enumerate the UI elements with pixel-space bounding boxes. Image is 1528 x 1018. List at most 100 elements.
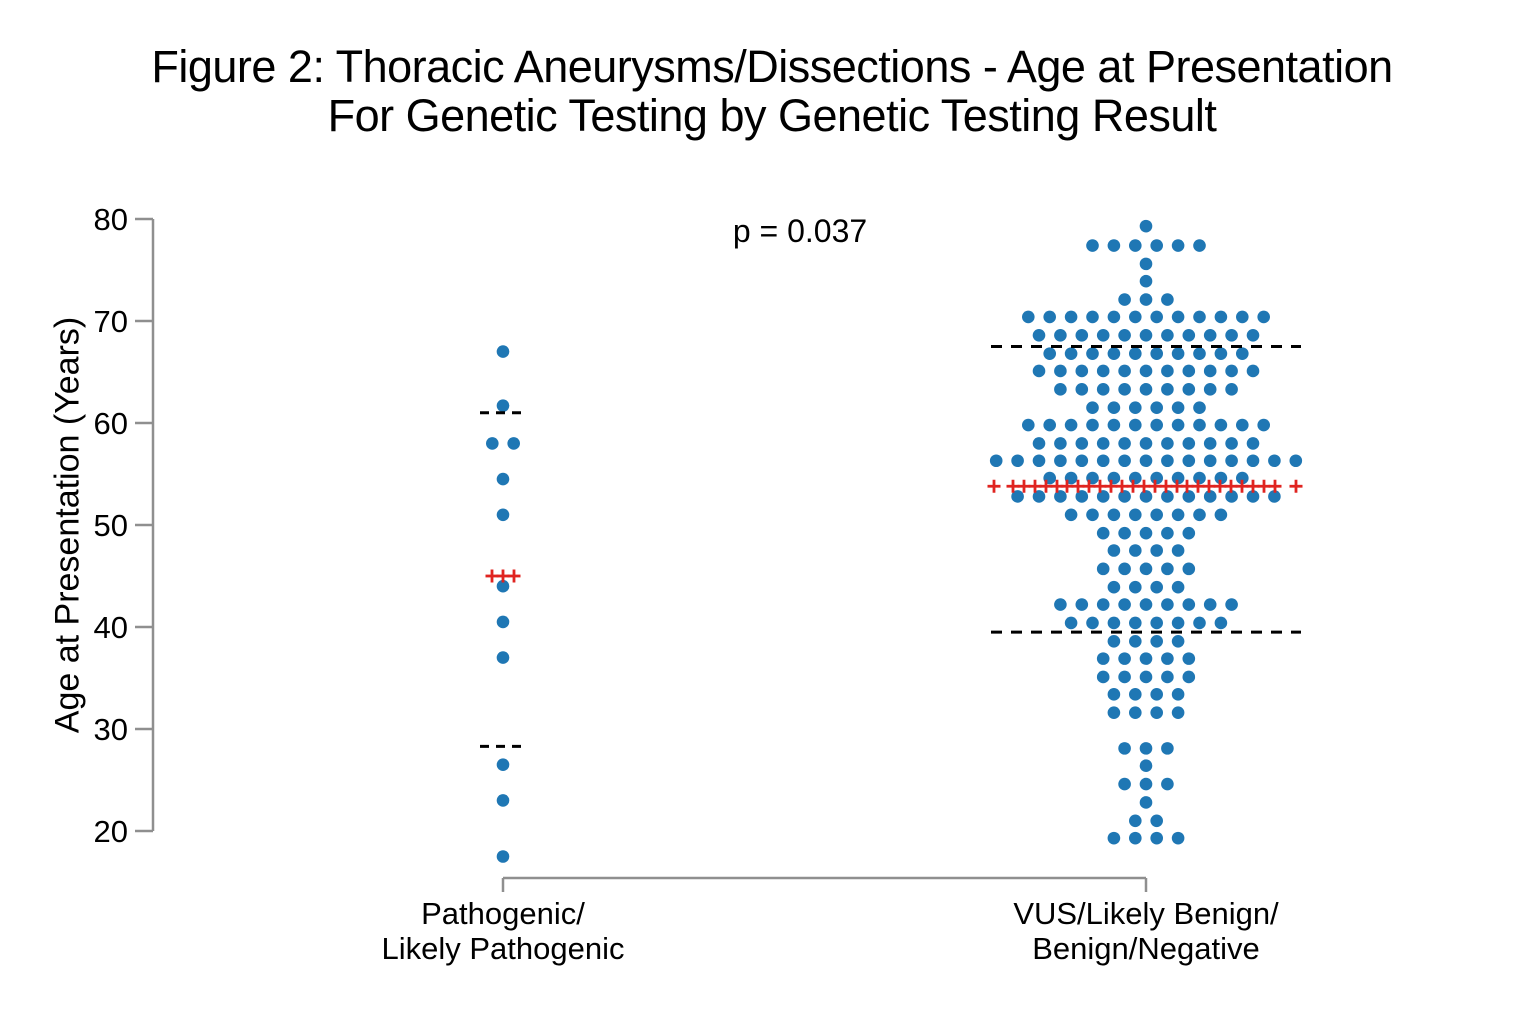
patient-dot: [1171, 688, 1185, 701]
patient-dot: [1236, 418, 1249, 432]
patient-dot: [1118, 670, 1131, 684]
patient-dot: [1086, 310, 1099, 324]
patient-dot: [1193, 310, 1206, 324]
patient-dot: [496, 472, 510, 486]
patient-dot: [1171, 310, 1185, 324]
patient-dot: [1107, 706, 1121, 719]
patient-dot: [1086, 347, 1099, 360]
chart-title-line1: Figure 2: Thoracic Aneurysms/Dissections…: [151, 41, 1393, 92]
patient-dot: [1043, 310, 1056, 324]
patient-dot: [1182, 490, 1196, 503]
patient-dot: [1171, 418, 1185, 432]
patient-dot: [1161, 383, 1174, 396]
patient-dot: [496, 399, 510, 412]
patient-dot: [1129, 814, 1142, 828]
patient-dot: [1150, 239, 1163, 252]
patient-dot: [1086, 508, 1099, 522]
patient-dot: [1193, 239, 1206, 252]
patient-dot: [1118, 454, 1131, 468]
patient-dot: [1203, 328, 1217, 342]
patient-dot: [1118, 293, 1131, 306]
patient-dot: [1214, 418, 1228, 432]
patient-dot: [1225, 490, 1238, 503]
patient-dot: [989, 454, 1003, 468]
patient-dot: [1182, 454, 1196, 468]
patient-dot: [1118, 526, 1131, 540]
patient-dot: [1214, 508, 1228, 522]
patient-dot: [1193, 616, 1206, 630]
patient-dot: [1118, 742, 1131, 755]
patient-dot: [1011, 454, 1024, 468]
p-value-annotation: p = 0.037: [732, 213, 868, 249]
patient-dot: [1118, 777, 1131, 791]
y-tick-label: 70: [94, 304, 128, 339]
patient-dot: [1139, 490, 1153, 503]
patient-dot: [1139, 796, 1153, 809]
patient-dot: [496, 794, 510, 807]
patient-dot: [1129, 544, 1142, 557]
patient-dot: [1171, 831, 1185, 845]
patient-dot: [1086, 616, 1099, 630]
patient-dot: [1022, 418, 1035, 432]
patient-dot: [1032, 328, 1046, 342]
patient-dot: [1246, 437, 1260, 450]
patient-dot: [1182, 383, 1196, 396]
patient-dot: [1289, 454, 1303, 468]
patient-dot: [1064, 310, 1078, 324]
patient-dot: [1246, 364, 1260, 378]
patient-dot: [486, 437, 499, 450]
patient-dot: [1054, 454, 1067, 468]
patient-dot: [1225, 383, 1238, 396]
patient-dot: [1150, 706, 1163, 719]
patient-dot: [1096, 490, 1110, 503]
patient-dot: [1161, 437, 1174, 450]
patient-dot: [1268, 454, 1281, 468]
category-label-pathogenic-line1: Pathogenic/: [421, 896, 585, 931]
patient-dot: [1150, 688, 1163, 701]
patient-dot: [1139, 383, 1153, 396]
patient-dot: [1032, 490, 1046, 503]
patient-dot: [1203, 437, 1217, 450]
patient-dot: [1107, 239, 1121, 252]
patient-dot: [1193, 347, 1206, 360]
patient-dot: [1225, 328, 1238, 342]
patient-dot: [1214, 347, 1228, 360]
patient-dot: [1096, 328, 1110, 342]
patient-dot: [1161, 742, 1174, 755]
patient-dot: [1118, 598, 1131, 611]
patient-dot: [1139, 364, 1153, 378]
patient-dot: [1246, 490, 1260, 503]
patient-dot: [1129, 508, 1142, 522]
patient-dot: [1161, 364, 1174, 378]
patient-dot: [1182, 652, 1196, 665]
patient-dot: [1193, 471, 1206, 485]
patient-dot: [1129, 706, 1142, 719]
patient-dot: [1107, 401, 1121, 415]
patient-dot: [1236, 310, 1249, 324]
patient-dot: [1182, 364, 1196, 378]
patient-dot: [496, 345, 510, 358]
patient-dot: [1075, 598, 1089, 611]
patient-dot: [1161, 598, 1174, 611]
patient-dot: [1214, 310, 1228, 324]
patient-dot: [1107, 508, 1121, 522]
patient-dot: [1182, 328, 1196, 342]
category-label-vus-benign: VUS/Likely Benign/ Benign/Negative: [1013, 896, 1278, 966]
patient-dot: [1096, 562, 1110, 576]
patient-dot: [1129, 401, 1142, 415]
patient-dot: [1107, 634, 1121, 648]
patient-dot: [1054, 364, 1067, 378]
patient-dot: [1150, 471, 1163, 485]
patient-dot: [1086, 418, 1099, 432]
patient-dot: [1171, 634, 1185, 648]
patient-dot: [1268, 490, 1281, 503]
patient-dot: [1236, 347, 1249, 360]
patient-dot: [1139, 742, 1153, 755]
patient-dot: [1171, 347, 1185, 360]
patient-dot: [1064, 418, 1078, 432]
patient-dot: [1171, 401, 1185, 415]
patient-dot: [1064, 616, 1078, 630]
patient-dot: [1139, 293, 1153, 306]
patient-dot: [1075, 364, 1089, 378]
patient-dot: [1139, 670, 1153, 684]
